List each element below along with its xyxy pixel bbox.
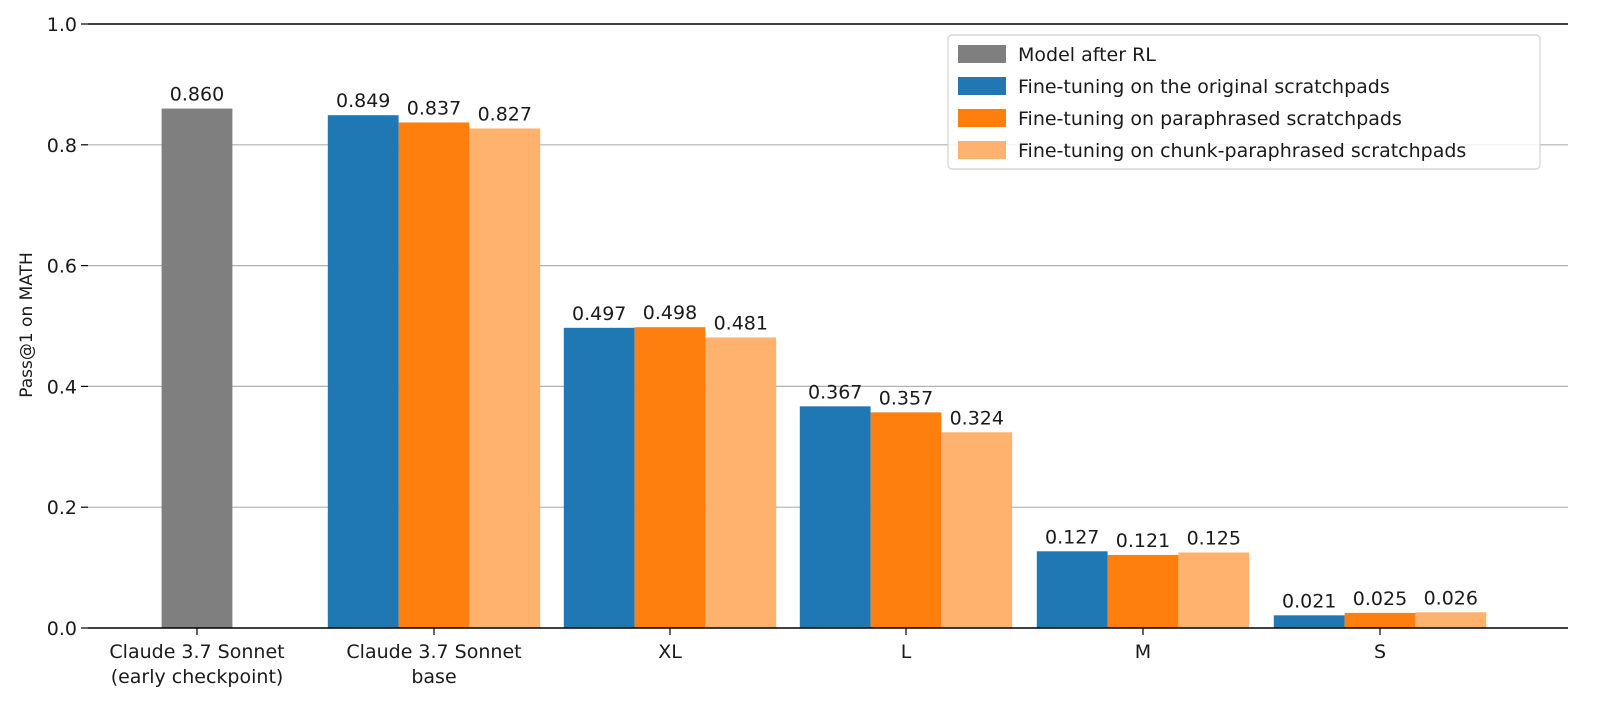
legend-entry-label: Fine-tuning on chunk-paraphrased scratch… xyxy=(1018,140,1466,162)
bar-value-label: 0.481 xyxy=(714,312,768,334)
bar xyxy=(1107,554,1179,628)
bar xyxy=(941,432,1013,628)
legend-swatch xyxy=(958,141,1006,159)
x-tick-label: L xyxy=(901,641,912,663)
x-tick-label: S xyxy=(1374,641,1386,663)
bar xyxy=(563,327,635,628)
x-tick-label: M xyxy=(1135,641,1151,663)
x-tick-label: XL xyxy=(658,641,682,663)
bar-value-label: 0.497 xyxy=(572,303,626,325)
bar-value-label: 0.827 xyxy=(478,103,532,125)
legend: Model after RL Fine-tuning on the origina… xyxy=(947,34,1541,170)
legend-entry-label: Model after RL xyxy=(1018,44,1156,66)
bar-value-label: 0.026 xyxy=(1424,587,1478,609)
bar-value-label: 0.357 xyxy=(879,387,933,409)
y-tick-label: 0.0 xyxy=(47,618,77,640)
bar-value-label: 0.025 xyxy=(1353,588,1407,610)
legend-entry-label: Fine-tuning on the original scratchpads xyxy=(1018,76,1390,98)
y-tick-label: 0.2 xyxy=(47,497,77,519)
bar-value-label: 0.860 xyxy=(170,84,224,106)
y-tick-label: 0.4 xyxy=(47,376,77,398)
bar-value-label: 0.367 xyxy=(808,381,862,403)
bar xyxy=(799,406,871,628)
bar xyxy=(1036,551,1108,628)
legend-swatch xyxy=(958,77,1006,95)
legend-swatch xyxy=(958,45,1006,63)
bar-value-label: 0.127 xyxy=(1045,526,1099,548)
bar xyxy=(1273,615,1345,628)
bar xyxy=(870,412,942,628)
legend-swatch xyxy=(958,109,1006,127)
x-tick-label: base xyxy=(411,666,456,688)
legend-entry-label: Fine-tuning on paraphrased scratchpads xyxy=(1018,108,1402,130)
x-tick-label: Claude 3.7 Sonnet xyxy=(109,641,284,663)
bar-value-label: 0.849 xyxy=(336,90,390,112)
y-tick-label: 0.8 xyxy=(47,135,77,157)
y-axis-label: Pass@1 on MATH xyxy=(17,252,37,398)
bar xyxy=(161,108,233,628)
bar-value-labels: 0.860 0.849 0.837 0.827 0.497 0.498 0.481 0.367… xyxy=(170,84,1478,613)
bar xyxy=(327,115,399,629)
x-tick-label: Claude 3.7 Sonnet xyxy=(346,641,521,663)
bar xyxy=(1344,612,1416,628)
bar-value-label: 0.837 xyxy=(407,97,461,119)
bar-value-label: 0.125 xyxy=(1187,528,1241,550)
bar-value-label: 0.121 xyxy=(1116,530,1170,552)
legend-frame xyxy=(947,34,1541,170)
x-tick-label: (early checkpoint) xyxy=(111,666,284,688)
y-tick-label: 1.0 xyxy=(47,14,77,36)
bar xyxy=(1415,612,1487,628)
bar-value-label: 0.324 xyxy=(950,407,1004,429)
bar xyxy=(1178,552,1250,628)
bar xyxy=(634,327,706,628)
bar xyxy=(705,337,777,628)
y-tick-label: 0.6 xyxy=(47,256,77,278)
bar-value-label: 0.498 xyxy=(643,302,697,324)
bar xyxy=(398,122,470,629)
bars xyxy=(161,108,1487,629)
axes: 0.0 0.2 0.4 0.6 0.8 1.0 Claude 3.7 Sonnet (earl… xyxy=(47,14,1568,688)
bar-value-label: 0.021 xyxy=(1282,590,1336,612)
bar xyxy=(469,128,541,628)
